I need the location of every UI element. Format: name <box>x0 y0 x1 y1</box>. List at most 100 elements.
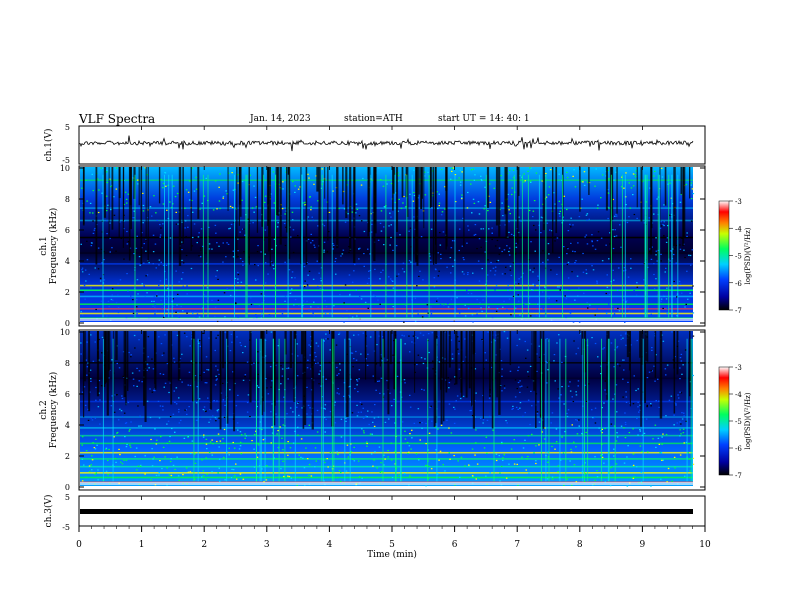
spectrogram-pixel <box>459 228 461 230</box>
spectrogram-pixel <box>338 393 340 395</box>
ch1-waveform-line <box>79 135 694 152</box>
spectrogram-pixel <box>166 423 168 425</box>
spectrogram-pixel <box>488 306 490 308</box>
spectrogram-pixel <box>145 275 147 277</box>
spectrogram-pixel <box>97 247 100 249</box>
spectrogram-pixel <box>450 247 453 249</box>
spectrogram-pixel <box>416 285 418 287</box>
spectrogram-pixel <box>679 421 681 423</box>
spectrogram-pixel <box>214 417 217 419</box>
spectrogram-pixel <box>478 238 481 240</box>
spectrogram-pixel <box>627 276 630 278</box>
spectrogram-sferic <box>164 174 165 318</box>
spectrogram-pixel <box>300 456 302 458</box>
spectrogram-pixel <box>325 333 327 335</box>
colorbar-tick-label: -6 <box>735 445 742 453</box>
spectrogram-pixel <box>214 306 217 308</box>
spectrogram-band <box>80 442 693 445</box>
spectrogram-pixel <box>480 175 482 177</box>
spectrogram-sferic <box>677 174 679 318</box>
spectrogram-sferic <box>608 338 610 482</box>
spectrogram-pixel <box>165 278 168 280</box>
spectrogram-pixel <box>537 275 539 277</box>
spectrogram-pixel <box>332 243 334 245</box>
spectrogram-pixel <box>466 207 469 209</box>
spectrogram-pixel <box>137 465 140 467</box>
spectrogram-pixel <box>503 249 506 251</box>
spectrogram-pixel <box>464 465 466 467</box>
spectrogram-pixel <box>315 342 318 344</box>
spectrogram-pixel <box>614 215 616 217</box>
frequency-tick-label: 8 <box>65 195 70 204</box>
spectrogram-pixel <box>474 454 476 456</box>
spectrogram-pixel <box>95 438 97 440</box>
spectrogram-pixel <box>224 479 226 481</box>
spectrogram-pixel <box>515 246 518 248</box>
spectrogram-pixel <box>671 331 673 333</box>
spectrogram-pixel <box>625 401 628 403</box>
spectrogram-pixel <box>531 405 533 407</box>
spectrogram-pixel <box>164 382 167 384</box>
spectrogram-sferic <box>301 174 303 318</box>
spectrogram-pixel <box>380 377 383 379</box>
spectrogram-pixel <box>359 295 361 297</box>
spectrogram-pixel <box>113 411 116 413</box>
spectrogram-pixel <box>643 309 645 311</box>
spectrogram-pixel <box>591 241 593 243</box>
spectrogram-pixel <box>601 432 603 434</box>
spectrogram-pixel <box>596 476 599 478</box>
spectrogram-pixel <box>623 187 625 189</box>
spectrogram-sferic <box>284 338 286 482</box>
spectrogram-pixel <box>349 293 351 295</box>
spectrogram-pixel <box>424 194 427 196</box>
spectrogram-pixel <box>183 437 186 439</box>
spectrogram-pixel <box>606 274 608 276</box>
spectrogram-pixel <box>336 374 338 376</box>
spectrogram-pixel <box>86 341 88 343</box>
spectrogram-pixel <box>376 344 378 346</box>
spectrogram-pixel <box>323 241 326 243</box>
spectrogram-pixel <box>187 215 189 217</box>
spectrogram-pixel <box>615 463 618 465</box>
spectrogram-band <box>80 458 693 460</box>
spectrogram-sferic <box>607 338 609 482</box>
spectrogram-pixel <box>123 180 125 182</box>
spectrogram-pixel <box>218 200 221 202</box>
spectrogram-pixel <box>90 380 92 382</box>
spectrogram-pixel <box>299 285 302 287</box>
spectrogram-pixel <box>181 381 183 383</box>
spectrogram-pixel <box>155 212 157 214</box>
spectrogram-streak <box>88 331 91 412</box>
spectrogram-pixel <box>533 224 535 227</box>
spectrogram-pixel <box>452 167 455 169</box>
spectrogram-pixel <box>282 449 284 451</box>
spectrogram-streak <box>611 167 614 220</box>
spectrogram-pixel <box>323 339 325 341</box>
spectrogram-sferic <box>642 338 644 482</box>
spectrogram-pixel <box>84 404 87 406</box>
spectrogram-pixel <box>366 442 368 445</box>
spectrogram-streak <box>392 167 394 211</box>
spectrogram-pixel <box>97 211 100 214</box>
spectrogram-pixel <box>203 195 206 197</box>
spectrogram-pixel <box>662 459 664 461</box>
spectrogram-pixel <box>175 223 178 225</box>
spectrogram-pixel <box>566 478 568 480</box>
spectrogram-pixel <box>501 202 503 204</box>
spectrogram-pixel <box>109 237 111 240</box>
spectrogram-pixel <box>80 311 82 313</box>
spectrogram-pixel <box>404 430 406 432</box>
spectrogram-pixel <box>256 405 258 408</box>
spectrogram-pixel <box>556 237 559 239</box>
spectrogram-pixel <box>307 274 309 276</box>
spectrogram-pixel <box>298 454 300 456</box>
spectrogram-streak <box>664 167 667 206</box>
spectrogram-pixel <box>543 438 546 440</box>
spectrogram-pixel <box>577 347 579 349</box>
spectrogram-pixel <box>444 208 446 210</box>
spectrogram-pixel <box>133 210 135 212</box>
spectrogram-pixel <box>530 167 532 169</box>
spectrogram-pixel <box>164 172 167 174</box>
spectrogram-pixel <box>506 422 508 424</box>
